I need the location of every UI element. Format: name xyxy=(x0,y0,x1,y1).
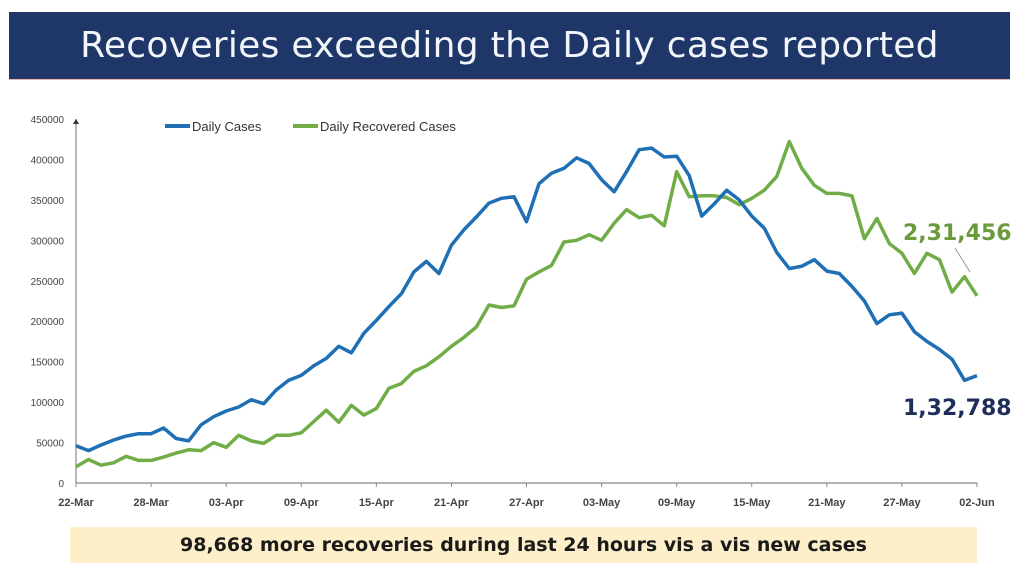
y-tick-label: 300000 xyxy=(31,236,65,247)
series-line-daily-cases xyxy=(75,146,978,453)
y-tick-label: 400000 xyxy=(31,155,65,166)
annotation-leader-recovered xyxy=(954,247,971,273)
legend: Daily Cases Daily Recovered Cases xyxy=(165,119,456,134)
x-tick-label: 02-Jun xyxy=(959,497,995,509)
summary-note-text: 98,668 more recoveries during last 24 ho… xyxy=(180,534,867,556)
y-tick-label: 450000 xyxy=(31,115,65,126)
x-tick-label: 22-Mar xyxy=(58,497,94,509)
axes: 0 50000 100000 150000 200000 250000 300000 3500… xyxy=(31,115,995,509)
page-title: Recoveries exceeding the Daily cases rep… xyxy=(80,25,939,66)
x-tick-label: 15-Apr xyxy=(359,497,395,509)
annotation-cases-value: 1,32,788 xyxy=(903,396,1012,421)
title-banner: Recoveries exceeding the Daily cases rep… xyxy=(9,12,1010,80)
y-tick-label: 250000 xyxy=(31,277,65,288)
x-tick-label: 21-Apr xyxy=(434,497,470,509)
series-lines xyxy=(75,139,979,469)
x-tick-label: 27-Apr xyxy=(509,497,545,509)
y-tick-label: 0 xyxy=(58,479,64,490)
legend-label-daily-recovered: Daily Recovered Cases xyxy=(320,119,456,134)
x-tick-label: 28-Mar xyxy=(133,497,169,509)
y-tick-label: 350000 xyxy=(31,196,65,207)
x-tick-label: 15-May xyxy=(733,497,771,509)
x-tick-label: 21-May xyxy=(808,497,846,509)
series-line-daily-recovered xyxy=(75,139,979,469)
y-tick-label: 50000 xyxy=(36,439,64,450)
x-tick-label: 03-May xyxy=(583,497,621,509)
y-tick-label: 150000 xyxy=(31,358,65,369)
x-tick-label: 09-May xyxy=(658,497,696,509)
x-tick-label: 27-May xyxy=(883,497,921,509)
x-tick-label: 09-Apr xyxy=(284,497,320,509)
summary-note: 98,668 more recoveries during last 24 ho… xyxy=(70,527,977,563)
legend-label-daily-cases: Daily Cases xyxy=(192,119,262,134)
y-tick-label: 100000 xyxy=(31,398,65,409)
y-axis-arrow xyxy=(73,119,79,124)
annotation-recovered-value: 2,31,456 xyxy=(903,221,1012,246)
x-tick-label: 03-Apr xyxy=(209,497,245,509)
y-tick-label: 200000 xyxy=(31,317,65,328)
